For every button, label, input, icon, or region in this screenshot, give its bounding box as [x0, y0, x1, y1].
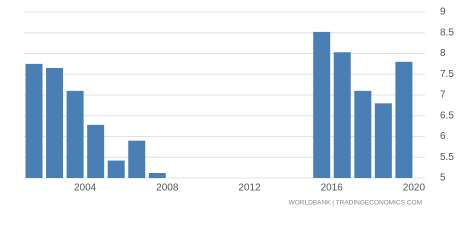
- y-tick-label: 7: [440, 90, 446, 101]
- bar: [374, 103, 392, 178]
- bar: [148, 173, 166, 178]
- bar: [66, 90, 84, 178]
- y-tick-label: 6: [440, 131, 446, 142]
- x-tick-label: 2004: [74, 183, 97, 194]
- bar: [25, 63, 43, 178]
- y-tick-label: 5: [440, 173, 446, 184]
- x-tick-label: 2012: [238, 183, 261, 194]
- source-note: WORLDBANK | TRADINGECONOMICS.COM: [289, 200, 422, 207]
- x-tick-label: 2008: [156, 183, 179, 194]
- bar: [87, 124, 105, 178]
- chart: WORLDBANK | TRADINGECONOMICS.COM 5 5.5 6 6.…: [24, 7, 454, 207]
- y-tick-label: 7.5: [440, 69, 454, 80]
- y-tick-label: 5.5: [440, 152, 454, 163]
- bar: [354, 90, 372, 178]
- bar: [46, 68, 64, 178]
- bar: [107, 160, 125, 178]
- y-tick-label: 8: [440, 48, 446, 59]
- bar: [333, 52, 351, 178]
- y-tick-label: 9: [440, 7, 446, 18]
- bar: [395, 61, 413, 178]
- bar: [313, 31, 331, 179]
- y-tick-label: 8.5: [440, 27, 454, 38]
- x-tick-label: 2016: [321, 183, 344, 194]
- bar: [128, 140, 146, 178]
- y-tick-label: 6.5: [440, 110, 454, 121]
- x-tick-label: 2020: [403, 183, 426, 194]
